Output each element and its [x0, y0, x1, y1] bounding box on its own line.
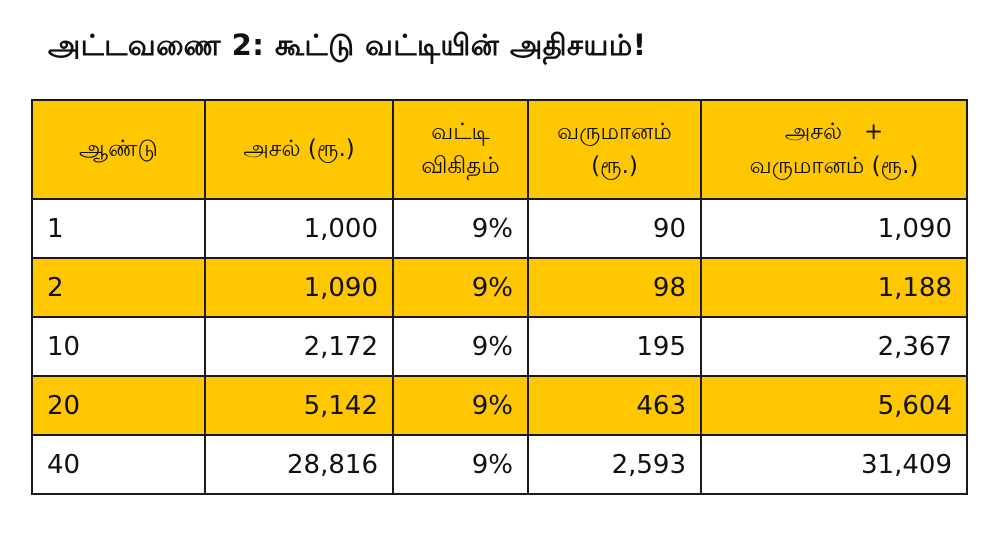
- cell-rate: 9%: [392, 434, 529, 495]
- cell-principal: 1,090: [204, 257, 394, 318]
- cell-total: 1,188: [700, 257, 968, 318]
- cell-principal: 28,816: [204, 434, 394, 495]
- table-row: 2 1,090 9% 98 1,188: [31, 257, 968, 318]
- cell-rate: 9%: [392, 316, 529, 377]
- cell-total: 2,367: [700, 316, 968, 377]
- cell-principal: 5,142: [204, 375, 394, 436]
- header-row: ஆண்டு அசல் (ரூ.) வட்டி விகிதம் வருமானம் …: [31, 99, 968, 200]
- table-row: 1 1,000 9% 90 1,090: [31, 198, 968, 259]
- table-row: 10 2,172 9% 195 2,367: [31, 316, 968, 377]
- cell-income: 2,593: [527, 434, 702, 495]
- cell-income: 90: [527, 198, 702, 259]
- header-year-label: ஆண்டு: [79, 135, 158, 162]
- header-income-line2: (ரூ.): [591, 152, 638, 179]
- header-principal-label: அசல் (ரூ.): [243, 135, 355, 162]
- header-interest-rate-line1: வட்டி: [431, 119, 490, 146]
- cell-year: 1: [31, 198, 206, 259]
- cell-principal: 1,000: [204, 198, 394, 259]
- cell-rate: 9%: [392, 375, 529, 436]
- table-row: 40 28,816 9% 2,593 31,409: [31, 434, 968, 495]
- header-interest-rate-line2: விகிதம்: [421, 152, 500, 179]
- cell-year: 2: [31, 257, 206, 318]
- header-income-line1: வருமானம்: [557, 119, 672, 146]
- cell-year: 20: [31, 375, 206, 436]
- cell-principal: 2,172: [204, 316, 394, 377]
- header-year: ஆண்டு: [31, 99, 206, 200]
- cell-total: 5,604: [700, 375, 968, 436]
- header-total: அசல் + வருமானம் (ரூ.): [700, 99, 968, 200]
- header-interest-rate: வட்டி விகிதம்: [392, 99, 529, 200]
- cell-total: 31,409: [700, 434, 968, 495]
- cell-rate: 9%: [392, 198, 529, 259]
- table-title: அட்டவணை 2: கூட்டு வட்டியின் அதிசயம்!: [48, 28, 647, 62]
- cell-income: 463: [527, 375, 702, 436]
- table-row: 20 5,142 9% 463 5,604: [31, 375, 968, 436]
- cell-income: 98: [527, 257, 702, 318]
- header-total-line1: அசல் +: [784, 119, 884, 146]
- header-principal: அசல் (ரூ.): [204, 99, 394, 200]
- header-total-line2: வருமானம் (ரூ.): [749, 152, 919, 179]
- header-income: வருமானம் (ரூ.): [527, 99, 702, 200]
- cell-year: 40: [31, 434, 206, 495]
- cell-year: 10: [31, 316, 206, 377]
- cell-income: 195: [527, 316, 702, 377]
- cell-rate: 9%: [392, 257, 529, 318]
- cell-total: 1,090: [700, 198, 968, 259]
- compound-interest-table: ஆண்டு அசல் (ரூ.) வட்டி விகிதம் வருமானம் …: [31, 99, 968, 495]
